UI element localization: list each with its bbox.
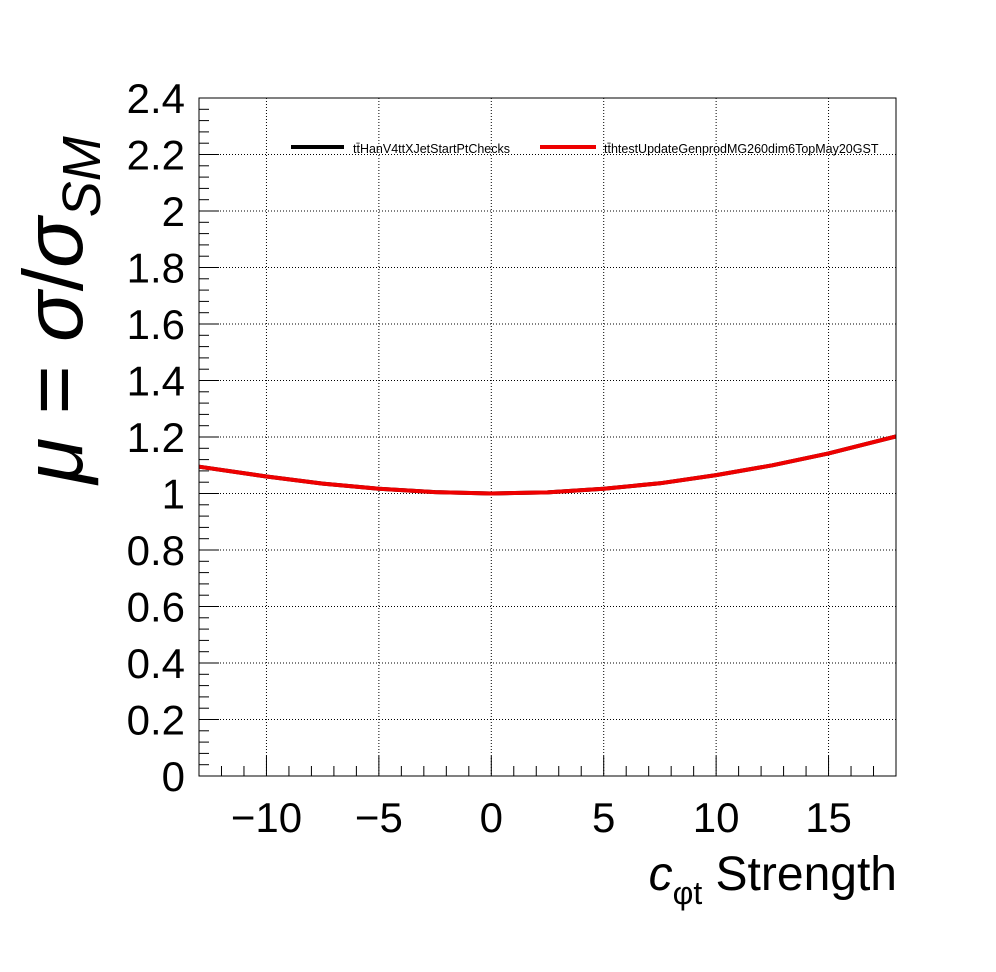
y-tick-label: 0.8: [127, 527, 185, 574]
y-tick-label: 1: [162, 471, 185, 518]
y-tick-label: 2.4: [127, 75, 185, 122]
y-tick-label: 1.8: [127, 245, 185, 292]
series-line-1: [198, 434, 897, 496]
y-axis-label-sub: SM: [52, 136, 112, 217]
x-tick-label: 5: [592, 794, 615, 841]
axis-ticks: [198, 97, 897, 777]
x-tick-labels: −10 −5 0 5 10 15: [231, 794, 852, 841]
legend-label-2: tt̄htestUpdateGenprodMG260dim6TopMay20GS…: [604, 142, 879, 156]
x-axis-label: cφt Strength: [649, 848, 897, 911]
x-tick-label: 15: [805, 794, 852, 841]
x-tick-label: −10: [231, 794, 302, 841]
y-tick-label: 1.6: [127, 301, 185, 348]
series-lines: [198, 434, 897, 496]
series-line-2: [198, 434, 897, 496]
x-tick-label: 10: [693, 794, 740, 841]
x-tick-label: −5: [355, 794, 403, 841]
y-tick-label: 1.4: [127, 358, 185, 405]
x-axis-label-suffix: Strength: [702, 848, 897, 901]
y-tick-label: 0.2: [127, 697, 185, 744]
grid: [199, 97, 896, 777]
y-axis-label: μ = σ/σSM: [6, 136, 112, 485]
y-axis-label-sigma1: σ: [6, 288, 100, 342]
x-axis-label-sub: φt: [673, 875, 703, 911]
y-axis-label-eq: =: [6, 342, 100, 438]
y-axis-label-sigma2: σ: [6, 214, 100, 268]
y-tick-label: 0.6: [127, 584, 185, 631]
legend: tt̄HanV4ttXJetStartPtChecks tt̄htestUpdat…: [291, 142, 879, 156]
legend-label-1: tt̄HanV4ttXJetStartPtChecks: [353, 142, 510, 156]
y-tick-label: 2.2: [127, 132, 185, 179]
y-tick-label: 0.4: [127, 640, 185, 687]
y-axis-label-slash: /: [6, 267, 100, 291]
y-tick-label: 1.2: [127, 414, 185, 461]
y-axis-label-mu: μ: [6, 438, 100, 486]
y-tick-label: 2: [162, 188, 185, 235]
x-tick-label: 0: [480, 794, 503, 841]
y-tick-label: 0: [162, 753, 185, 800]
y-tick-labels: 0 0.2 0.4 0.6 0.8 1 1.2 1.4 1.6 1.8 2 2.2 2.4: [127, 75, 185, 800]
x-axis-label-main: c: [649, 848, 673, 901]
